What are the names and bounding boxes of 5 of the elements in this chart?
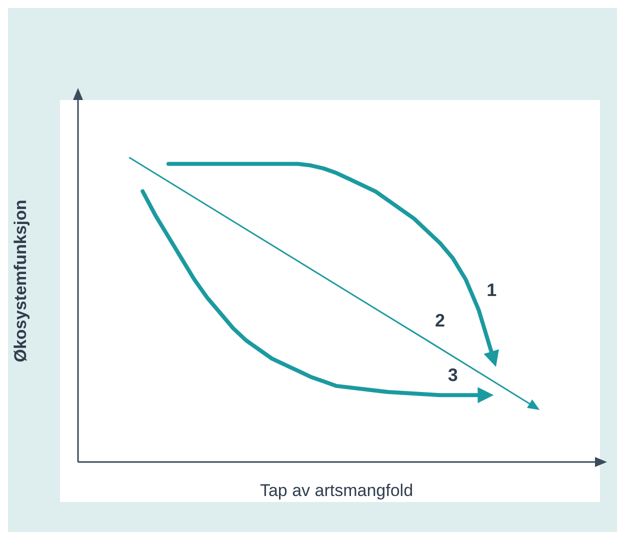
- y-axis-title: Økosystemfunksjon: [11, 200, 30, 362]
- series-label: 3: [448, 365, 458, 386]
- series-label: 1: [486, 280, 497, 300]
- series-label: 2: [434, 310, 445, 330]
- x-axis-title: Tap av artsmangfold: [260, 481, 414, 500]
